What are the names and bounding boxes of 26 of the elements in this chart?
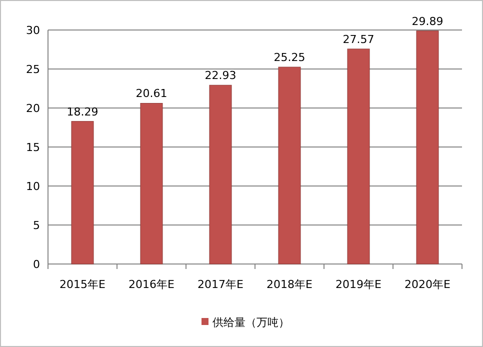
data-label: 29.89 (412, 14, 444, 28)
y-tick-label: 0 (33, 258, 40, 271)
x-tick-label: 2017年E (198, 278, 244, 291)
data-label: 18.29 (66, 105, 98, 118)
y-tick-label: 20 (26, 102, 40, 115)
bar (71, 121, 94, 264)
legend-label: 供给量（万吨） (212, 316, 290, 329)
x-tick-label: 2015年E (60, 278, 106, 291)
x-tick-label: 2019年E (336, 278, 382, 291)
data-label: 20.61 (136, 87, 168, 100)
x-tick-label: 2020年E (404, 278, 451, 291)
bar (140, 102, 163, 264)
x-tick-label: 2018年E (266, 278, 313, 291)
bar (347, 48, 370, 264)
data-label: 22.93 (204, 69, 236, 82)
data-label: 27.57 (342, 32, 374, 46)
y-tick-label: 25 (26, 63, 40, 76)
bar (209, 84, 232, 264)
y-tick-label: 10 (26, 180, 40, 193)
data-label: 25.25 (274, 51, 306, 64)
bar (416, 30, 439, 264)
bar (278, 66, 301, 264)
y-tick-label: 5 (33, 219, 40, 232)
y-tick-label: 15 (26, 141, 40, 154)
y-tick-label: 30 (26, 24, 40, 37)
x-tick-label: 2016年E (128, 278, 175, 291)
